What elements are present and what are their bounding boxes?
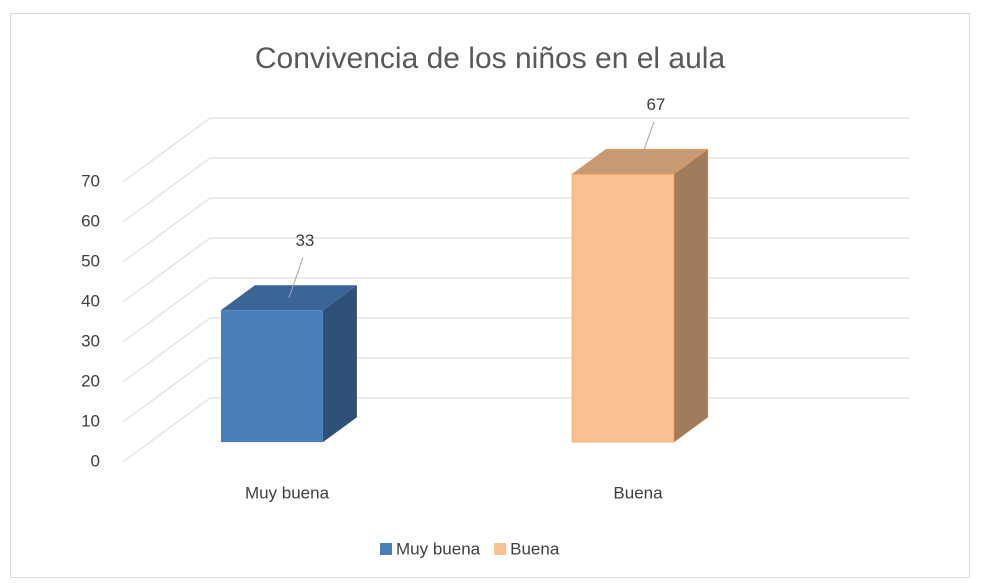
grid-line [122, 277, 211, 343]
grid-line [122, 317, 211, 383]
y-tick-label: 40 [81, 291, 100, 310]
bar [571, 173, 675, 443]
grid-line [122, 397, 211, 463]
data-label: 33 [295, 231, 314, 250]
grid-line [122, 117, 211, 183]
chart-frame [10, 13, 970, 578]
y-tick-label: 10 [81, 411, 100, 430]
bar-side [322, 285, 357, 443]
chart-title: Convivencia de los niños en el aula [255, 42, 726, 75]
y-tick-label: 50 [81, 251, 100, 270]
leader-line [639, 121, 655, 162]
data-label: 67 [646, 95, 665, 114]
legend-swatch [494, 543, 507, 555]
x-tick-label: Buena [613, 483, 663, 502]
legend-label: Muy buena [396, 539, 481, 558]
y-tick-label: 70 [81, 171, 100, 190]
grid-line [122, 237, 211, 303]
bar [220, 310, 323, 443]
grid-line [122, 357, 211, 423]
y-tick-label: 30 [81, 331, 100, 350]
legend-label: Buena [510, 539, 560, 558]
y-tick-label: 60 [81, 211, 100, 230]
y-tick-label: 20 [81, 371, 100, 390]
y-tick-label: 0 [91, 451, 100, 470]
x-tick-label: Muy buena [245, 483, 330, 502]
grid-line [122, 157, 211, 223]
leader-line [288, 257, 304, 298]
grid-line [122, 197, 211, 263]
legend-swatch [380, 543, 392, 555]
bar-side [673, 148, 709, 443]
